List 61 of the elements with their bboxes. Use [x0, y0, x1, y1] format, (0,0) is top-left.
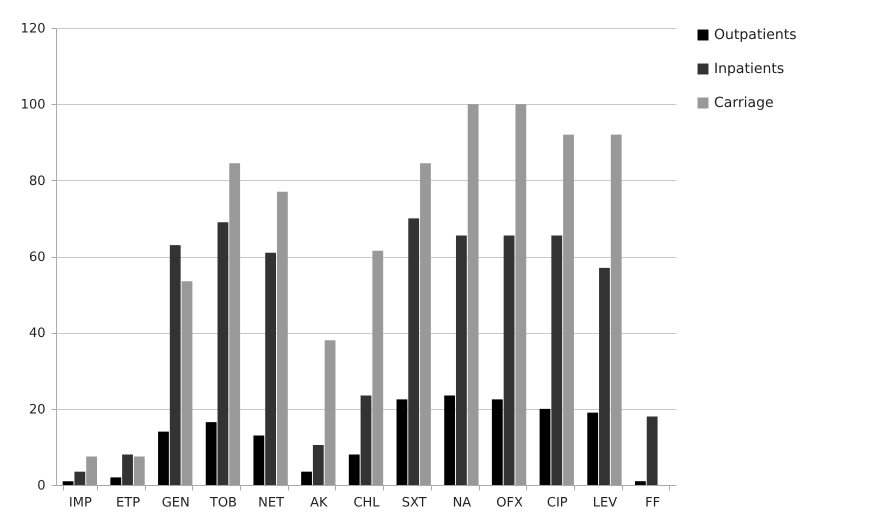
bar — [253, 435, 264, 485]
bar — [206, 422, 217, 485]
x-tick-label: NET — [258, 496, 284, 510]
y-tick-label: 60 — [28, 250, 46, 265]
bar — [360, 396, 372, 485]
bar — [408, 218, 420, 485]
y-tick-label: 20 — [28, 402, 46, 418]
bar — [504, 236, 514, 485]
x-tick-label: SXT — [402, 496, 427, 510]
bar — [312, 445, 324, 485]
x-tick-label: CHL — [353, 496, 380, 510]
legend-label: Inpatients — [714, 61, 784, 77]
bar — [218, 222, 228, 485]
bar — [540, 408, 550, 485]
bar — [610, 134, 622, 485]
bar — [396, 399, 408, 485]
x-tick-label: IMP — [68, 496, 92, 510]
bar — [182, 281, 192, 485]
bar — [324, 340, 336, 485]
y-tick-label: 0 — [37, 478, 46, 494]
x-tick-label: AK — [310, 496, 328, 510]
x-tick-label: LEV — [592, 496, 618, 510]
bar — [444, 396, 456, 485]
bar — [420, 163, 431, 485]
x-tick-label: NA — [452, 496, 472, 510]
bar — [456, 236, 467, 485]
x-tick-label: GEN — [162, 496, 190, 510]
bar — [634, 481, 646, 485]
x-tick-label: OFX — [496, 496, 523, 510]
bar — [646, 416, 658, 485]
bar — [348, 454, 360, 485]
y-tick-label: 100 — [20, 98, 46, 113]
bar — [86, 456, 98, 485]
bar — [551, 236, 562, 485]
legend-label: Carriage — [714, 95, 774, 111]
bar — [515, 104, 526, 485]
bar — [468, 104, 479, 485]
x-tick-label: FF — [645, 496, 660, 510]
bar — [587, 412, 598, 485]
bar — [134, 456, 145, 485]
bar — [122, 454, 133, 485]
bar — [599, 268, 610, 485]
y-tick-label: 120 — [20, 22, 46, 36]
bar — [170, 245, 181, 485]
bar — [563, 134, 574, 485]
x-tick-label: ETP — [116, 496, 140, 510]
bar — [492, 399, 503, 485]
y-tick-label: 80 — [28, 174, 46, 189]
x-tick-label: CIP — [546, 496, 568, 510]
bar — [74, 472, 86, 485]
bar — [62, 481, 74, 485]
bar — [229, 163, 240, 485]
legend-label: Outpatients — [714, 27, 796, 43]
x-tick-label: TOB — [208, 496, 237, 510]
bar — [301, 472, 312, 485]
y-tick-label: 40 — [28, 326, 46, 342]
bar — [265, 252, 276, 485]
bar — [158, 432, 169, 485]
bar — [110, 477, 122, 485]
bar — [372, 250, 384, 485]
bar — [276, 192, 288, 485]
